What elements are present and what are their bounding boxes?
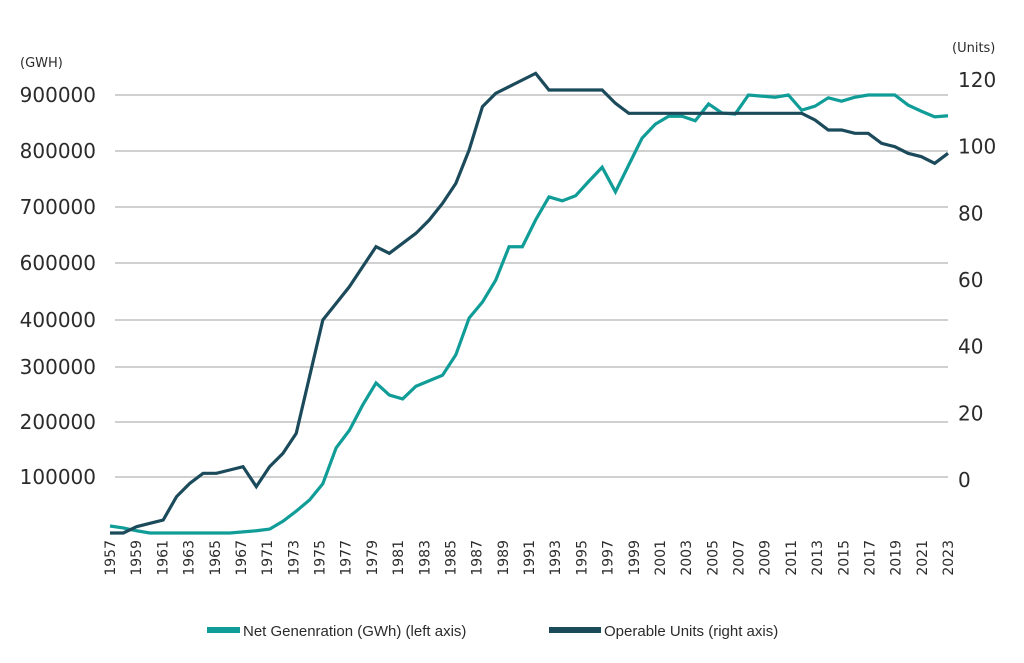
x-tick-label: 1957	[103, 540, 119, 576]
x-tick-label: 1967	[234, 540, 250, 576]
left-tick-label: 300000	[20, 355, 96, 379]
x-tick-label: 1971	[260, 540, 276, 576]
x-tick-label: 1961	[155, 540, 171, 576]
x-axis-ticks: 1957 1959 1961 1963 1965 1967 1971 1973 1975 1977…	[103, 540, 957, 576]
x-tick-label: 2009	[758, 540, 774, 576]
right-tick-label: 40	[958, 335, 983, 359]
left-tick-label: 100000	[20, 465, 96, 489]
left-tick-label: 900000	[20, 83, 96, 107]
x-tick-label: 2007	[732, 540, 748, 576]
right-axis-unit: (Units)	[952, 41, 995, 56]
right-tick-label: 60	[958, 268, 983, 292]
x-tick-label: 2015	[836, 540, 852, 576]
x-tick-label: 1995	[574, 540, 590, 576]
x-tick-label: 1965	[208, 540, 224, 576]
x-tick-label: 2003	[679, 540, 695, 576]
x-tick-label: 1983	[417, 540, 433, 576]
right-axis-ticks: 120 100 80 60 40 20 0	[958, 68, 996, 492]
left-axis-unit: (GWH)	[20, 56, 63, 71]
x-tick-label: 2023	[941, 540, 957, 576]
legend: Net Genenration (GWh) (left axis) Operab…	[207, 623, 778, 640]
x-tick-label: 1981	[391, 540, 407, 576]
left-tick-label: 400000	[20, 308, 96, 332]
x-tick-label: 1985	[443, 540, 459, 576]
right-tick-label: 100	[958, 135, 996, 159]
legend-label-operable-units: Operable Units (right axis)	[604, 623, 778, 640]
x-tick-label: 1999	[627, 540, 643, 576]
x-tick-label: 1963	[182, 540, 198, 576]
x-tick-label: 2005	[705, 540, 721, 576]
x-tick-label: 2001	[653, 540, 669, 576]
x-tick-label: 1975	[313, 540, 329, 576]
x-tick-label: 2011	[784, 540, 800, 576]
left-tick-label: 200000	[20, 410, 96, 434]
x-tick-label: 1991	[522, 540, 538, 576]
right-tick-label: 0	[958, 468, 971, 492]
x-tick-label: 1977	[339, 540, 355, 576]
series-lines	[109, 71, 949, 535]
operable-units-line	[110, 71, 949, 535]
x-tick-label: 2017	[862, 540, 878, 576]
gridlines	[115, 94, 948, 478]
x-tick-label: 2013	[810, 540, 826, 576]
x-tick-label: 2019	[889, 540, 905, 576]
x-tick-label: 1979	[365, 540, 381, 576]
net-generation-line	[109, 93, 949, 535]
right-tick-label: 120	[958, 68, 996, 92]
x-tick-label: 1989	[496, 540, 512, 576]
x-tick-label: 1973	[286, 540, 302, 576]
right-tick-label: 80	[958, 201, 983, 225]
x-tick-label: 1993	[548, 540, 564, 576]
x-tick-label: 1959	[129, 540, 145, 576]
right-tick-label: 20	[958, 401, 983, 425]
legend-label-net-generation: Net Genenration (GWh) (left axis)	[243, 623, 466, 640]
x-tick-label: 2021	[915, 540, 931, 576]
left-tick-label: 800000	[20, 139, 96, 163]
left-axis-ticks: 900000 800000 700000 600000 400000 300000 2000…	[20, 83, 96, 489]
left-tick-label: 700000	[20, 195, 96, 219]
left-tick-label: 600000	[20, 251, 96, 275]
x-tick-label: 1997	[601, 540, 617, 576]
x-tick-label: 1987	[470, 540, 486, 576]
